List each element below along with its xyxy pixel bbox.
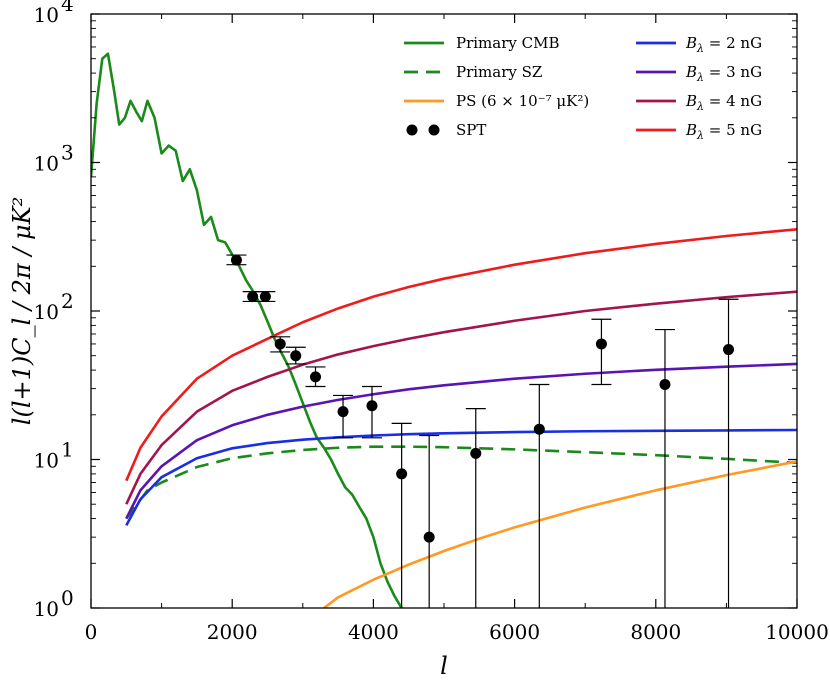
spt-point-10	[419, 434, 440, 608]
y-axis-label: l(l+1)C_l / 2π / μK²	[8, 197, 36, 425]
curve-b2	[125, 428, 797, 527]
spt-point-6	[305, 366, 326, 388]
svg-text:Bλ = 2 nG: Bλ = 2 nG	[685, 34, 762, 55]
spt-point-13	[591, 318, 612, 386]
curve-ps	[323, 460, 797, 608]
svg-text:0: 0	[61, 586, 74, 610]
spt-point-4	[270, 336, 291, 353]
x-tick-label: 6000	[489, 620, 540, 644]
legend-item-b2: Bλ = 2 nG	[636, 34, 762, 55]
y-tick-label: 10	[34, 3, 59, 27]
x-tick-label: 0	[85, 620, 98, 644]
svg-text:Primary SZ: Primary SZ	[456, 63, 542, 81]
svg-text:Bλ = 5 nG: Bλ = 5 nG	[685, 121, 762, 142]
svg-text:2: 2	[61, 289, 74, 313]
svg-text:4: 4	[61, 0, 74, 16]
legend-item-spt: SPT	[406, 121, 486, 139]
legend-item-cmb: Primary CMB	[404, 34, 560, 52]
curve-layer	[91, 52, 797, 608]
svg-text:1: 1	[61, 438, 74, 462]
x-tick-label: 8000	[630, 620, 681, 644]
svg-text:3: 3	[61, 141, 74, 165]
legend-item-ps: PS (6 × 10⁻⁷ μK²)	[404, 92, 589, 110]
y-tick-label: 10	[34, 449, 59, 473]
legend-item-b3: Bλ = 3 nG	[636, 63, 762, 84]
svg-text:Bλ = 4 nG: Bλ = 4 nG	[685, 92, 762, 113]
x-axis-label: l	[440, 652, 448, 680]
legend-item-b5: Bλ = 5 nG	[636, 121, 762, 142]
spt-point-2	[242, 291, 263, 303]
spt-point-15	[718, 298, 739, 608]
x-tick-label: 4000	[348, 620, 399, 644]
svg-text:Bλ = 3 nG: Bλ = 3 nG	[685, 63, 762, 84]
curve-b4	[125, 290, 797, 505]
spt-point-3	[255, 291, 276, 303]
y-tick-label: 10	[34, 597, 59, 621]
spt-point-9	[391, 422, 412, 608]
spt-point-7	[333, 394, 354, 439]
curve-b3	[125, 362, 797, 520]
spt-point-1	[226, 254, 247, 266]
y-tick-label: 10	[34, 152, 59, 176]
x-tick-label: 10000	[765, 620, 829, 644]
x-tick-label: 2000	[207, 620, 258, 644]
legend: Primary CMB Primary SZ PS (6 × 10⁻⁷ μK²) SP…	[404, 34, 762, 142]
spt-point-14	[654, 328, 675, 608]
svg-text:PS (6 × 10⁻⁷ μK²): PS (6 × 10⁻⁷ μK²)	[456, 92, 589, 110]
svg-text:SPT: SPT	[456, 121, 486, 139]
spt-point-8	[361, 385, 382, 439]
legend-item-b4: Bλ = 4 nG	[636, 92, 762, 113]
curve-b5	[125, 227, 797, 482]
svg-text:Primary CMB: Primary CMB	[456, 34, 560, 52]
y-tick-label: 10	[34, 300, 59, 324]
legend-item-sz: Primary SZ	[404, 63, 542, 81]
axis-ticks	[90, 13, 798, 609]
curve-sz	[125, 445, 797, 520]
spt-point-5	[285, 346, 306, 365]
spt-data-layer	[226, 254, 739, 608]
spt-point-11	[465, 408, 486, 608]
curve-cmb	[91, 52, 403, 608]
